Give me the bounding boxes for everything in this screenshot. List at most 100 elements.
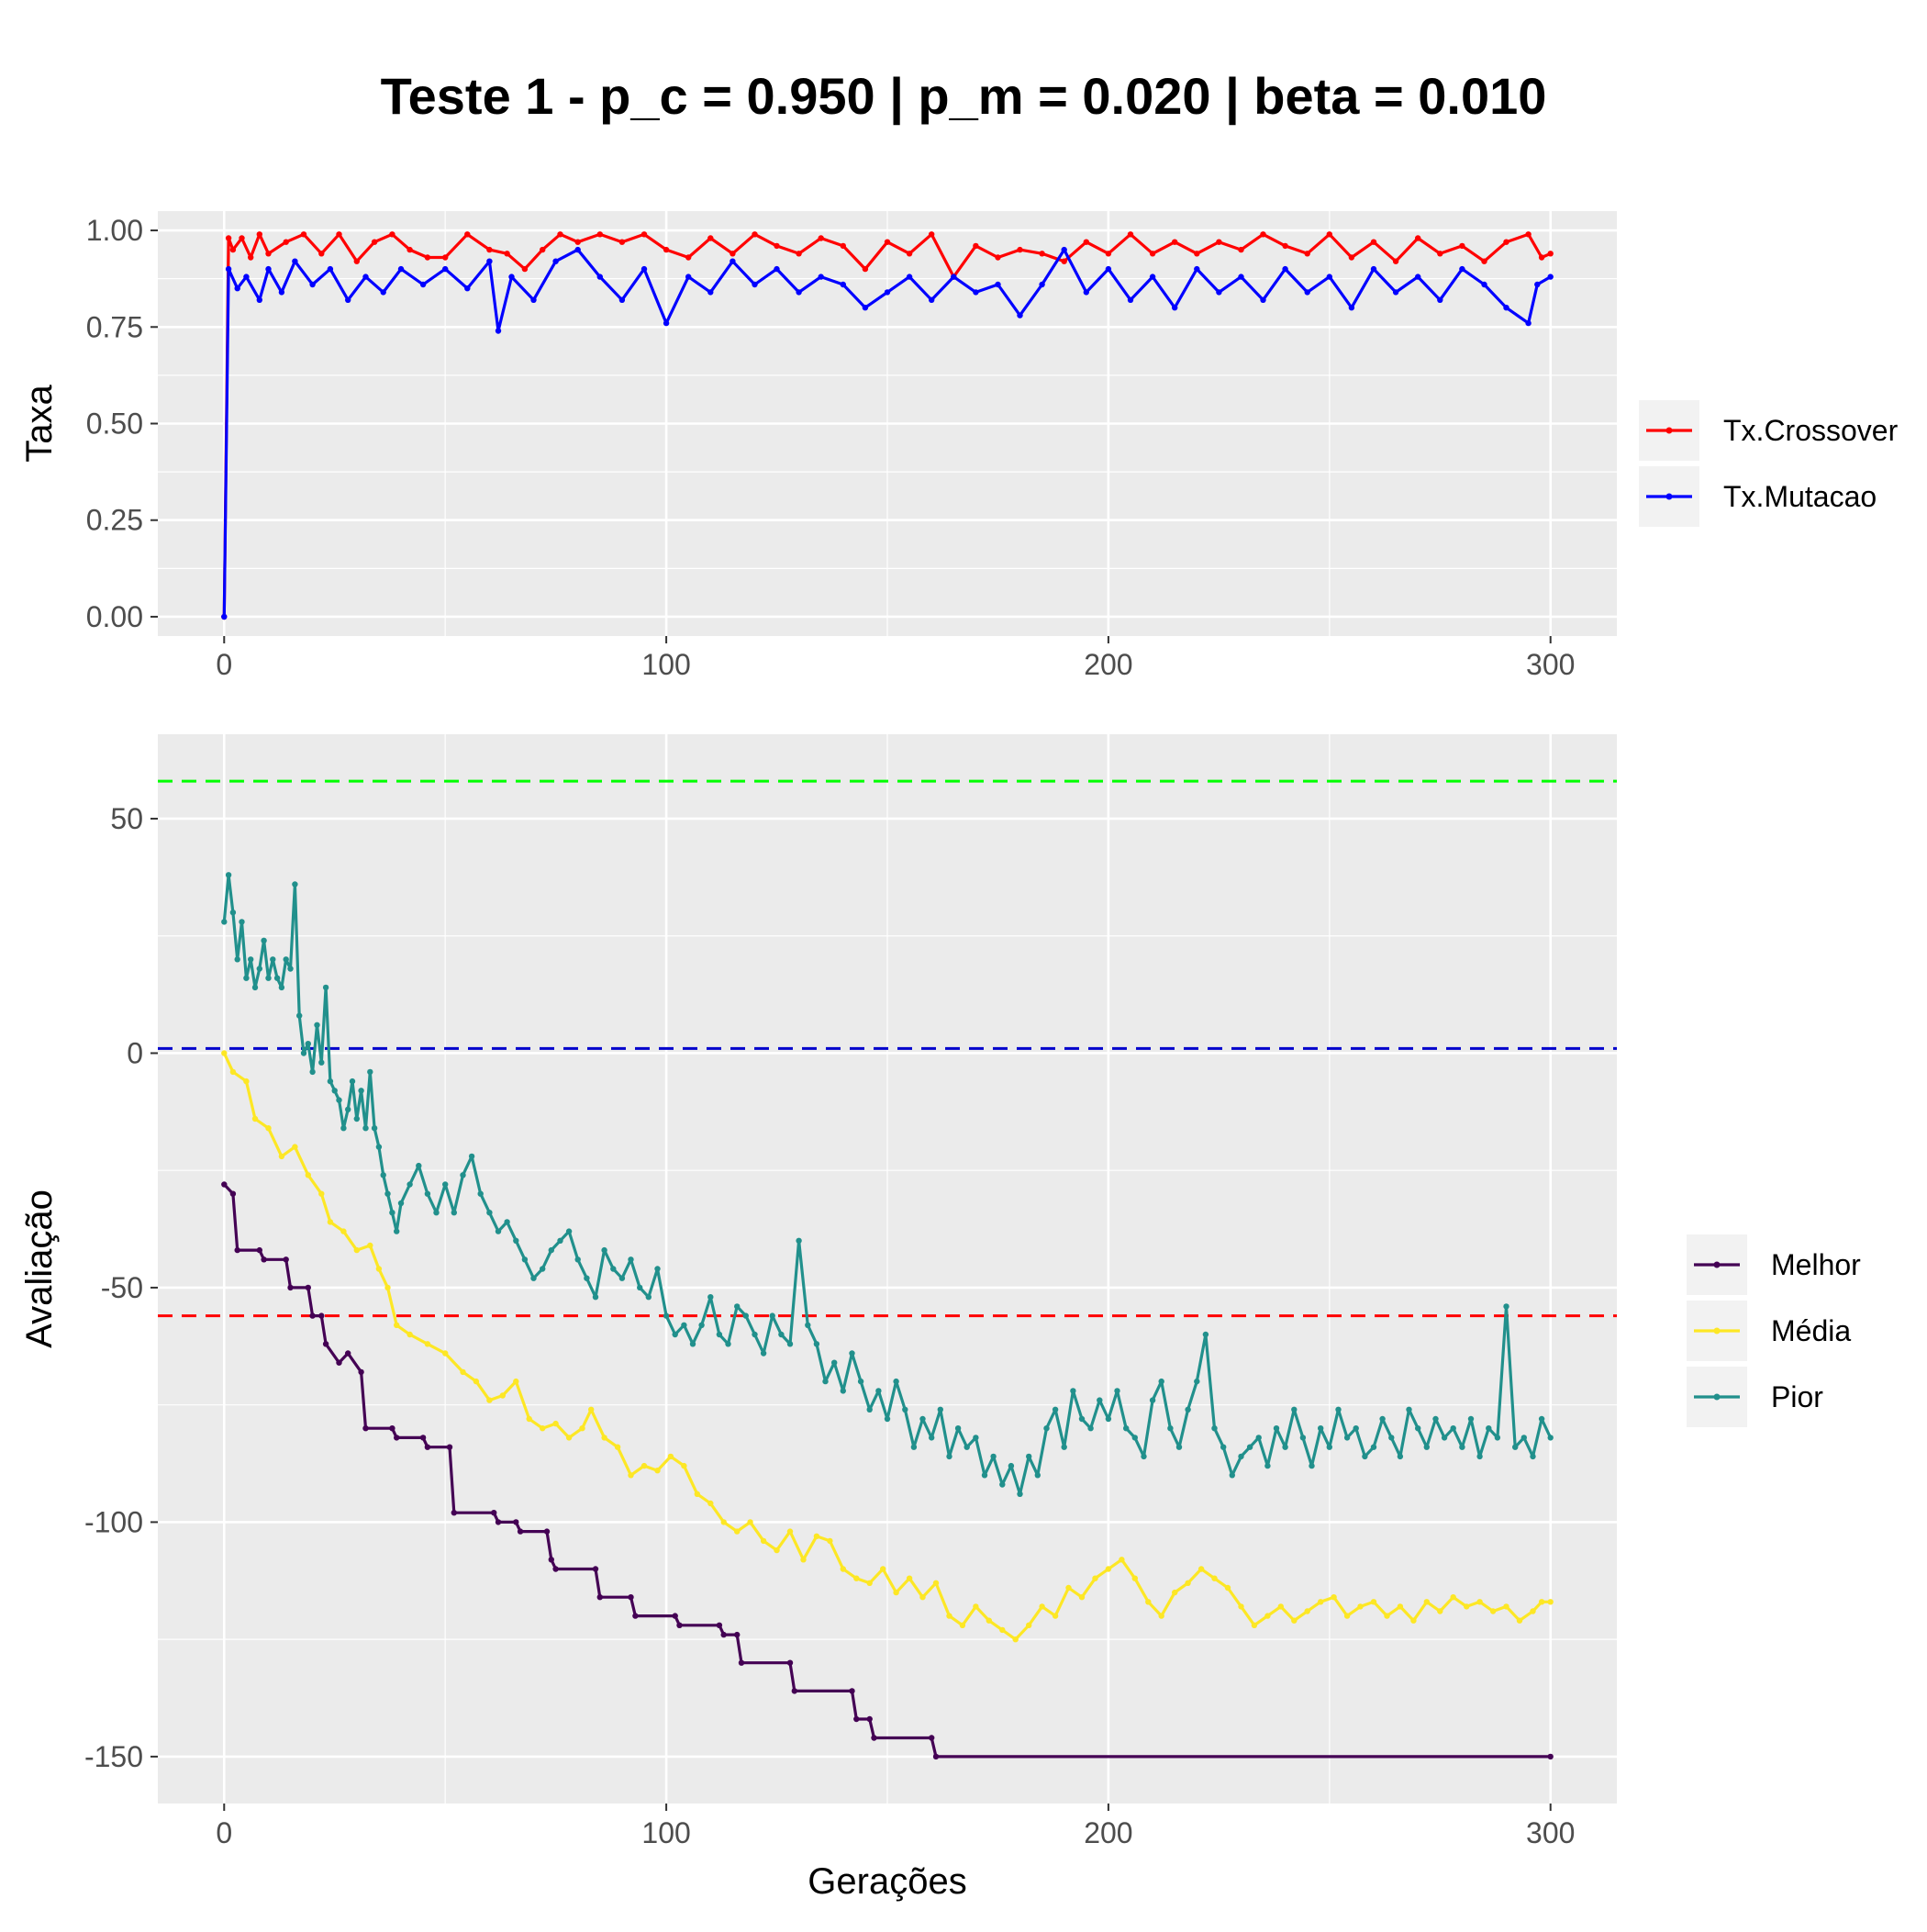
data-point — [1238, 1453, 1244, 1460]
data-point — [1061, 258, 1067, 264]
data-point — [239, 919, 245, 925]
data-point — [1353, 1425, 1359, 1432]
chart-panels: 0 100 200 300 0.00 0.25 0.50 0.75 1.00 Taxa 0 100 20… — [19, 211, 1617, 1902]
data-point — [1476, 1599, 1483, 1605]
data-point — [853, 1715, 860, 1723]
data-point — [734, 1631, 741, 1638]
data-point — [1318, 1425, 1324, 1432]
data-point — [1083, 289, 1090, 296]
data-point — [1494, 1435, 1501, 1441]
data-point — [1459, 242, 1465, 250]
data-point — [336, 231, 342, 238]
data-point — [424, 1190, 431, 1197]
data-point — [618, 239, 626, 245]
data-point — [287, 1284, 294, 1291]
data-point — [760, 1537, 767, 1545]
data-point — [248, 254, 254, 261]
data-point — [1304, 1608, 1310, 1614]
data-point — [1194, 1378, 1200, 1385]
data-point — [1538, 254, 1545, 261]
data-point — [265, 251, 272, 257]
data-point — [1078, 1594, 1086, 1601]
y-tick-label: 0 — [127, 1036, 143, 1069]
data-point — [292, 258, 298, 264]
data-point — [1105, 1566, 1112, 1572]
data-point — [486, 1397, 493, 1403]
data-point — [734, 1303, 741, 1310]
data-point — [1105, 265, 1112, 273]
data-point — [407, 246, 413, 253]
data-point — [283, 239, 289, 245]
data-point — [1172, 1589, 1178, 1596]
data-point — [1070, 1388, 1076, 1394]
data-point — [1061, 1444, 1067, 1450]
data-point — [632, 1613, 639, 1619]
data-point — [371, 239, 378, 245]
data-point — [981, 1472, 988, 1479]
data-point — [1384, 1613, 1390, 1619]
data-point — [278, 1153, 285, 1160]
data-point — [862, 305, 869, 311]
data-point — [278, 289, 285, 296]
data-point — [663, 319, 670, 327]
data-point — [791, 1688, 797, 1694]
data-point — [1220, 1444, 1227, 1450]
data-point — [451, 1210, 457, 1216]
data-point — [707, 289, 714, 296]
x-tick-label: 0 — [216, 648, 232, 681]
data-point — [760, 1350, 767, 1357]
data-point — [504, 1219, 510, 1225]
data-point — [919, 1415, 926, 1423]
data-point — [229, 246, 237, 253]
data-point — [628, 1594, 634, 1601]
data-point — [1017, 246, 1023, 253]
data-point — [932, 1580, 940, 1587]
data-point — [309, 1068, 316, 1076]
data-point — [1481, 258, 1487, 264]
data-point — [1039, 281, 1045, 288]
data-point — [747, 1519, 753, 1525]
data-point — [1476, 1453, 1483, 1460]
data-point — [521, 1256, 529, 1263]
data-point — [1370, 239, 1377, 245]
data-point — [893, 1378, 899, 1385]
data-point — [1304, 289, 1310, 296]
data-point — [1008, 1462, 1015, 1469]
data-point — [866, 1580, 873, 1587]
data-point — [862, 265, 869, 273]
data-point — [340, 1228, 347, 1234]
data-point — [778, 1331, 785, 1338]
data-point — [446, 1444, 453, 1450]
data-point — [1145, 1599, 1152, 1605]
y-axis-title: Avaliação — [19, 1189, 60, 1348]
data-point — [813, 1341, 820, 1347]
data-point — [667, 1453, 674, 1460]
data-point — [730, 251, 736, 257]
data-point — [805, 1322, 811, 1329]
data-point — [1291, 1406, 1298, 1413]
legend-label: Tx.Mutacao — [1723, 480, 1877, 513]
data-point — [287, 966, 294, 972]
data-point — [327, 1078, 334, 1085]
data-point — [513, 1378, 519, 1385]
data-point — [628, 1256, 634, 1263]
data-point — [1415, 235, 1421, 241]
x-tick-label: 100 — [641, 648, 690, 681]
legend-label: Tx.Crossover — [1723, 414, 1899, 447]
data-point — [309, 1312, 316, 1319]
data-point — [1264, 1462, 1271, 1469]
data-point — [362, 1125, 369, 1132]
data-point — [694, 1491, 700, 1498]
data-point — [999, 1481, 1006, 1488]
data-point — [1326, 1444, 1333, 1450]
data-point — [840, 1388, 846, 1394]
data-point — [1423, 1444, 1431, 1450]
data-point — [1370, 265, 1377, 273]
data-point — [419, 1435, 427, 1441]
data-point — [292, 1144, 298, 1150]
legend-key-point — [1713, 1261, 1721, 1268]
data-point — [1370, 1444, 1377, 1450]
data-point — [614, 1444, 621, 1450]
data-point — [1370, 1599, 1377, 1605]
data-point — [353, 1115, 360, 1122]
